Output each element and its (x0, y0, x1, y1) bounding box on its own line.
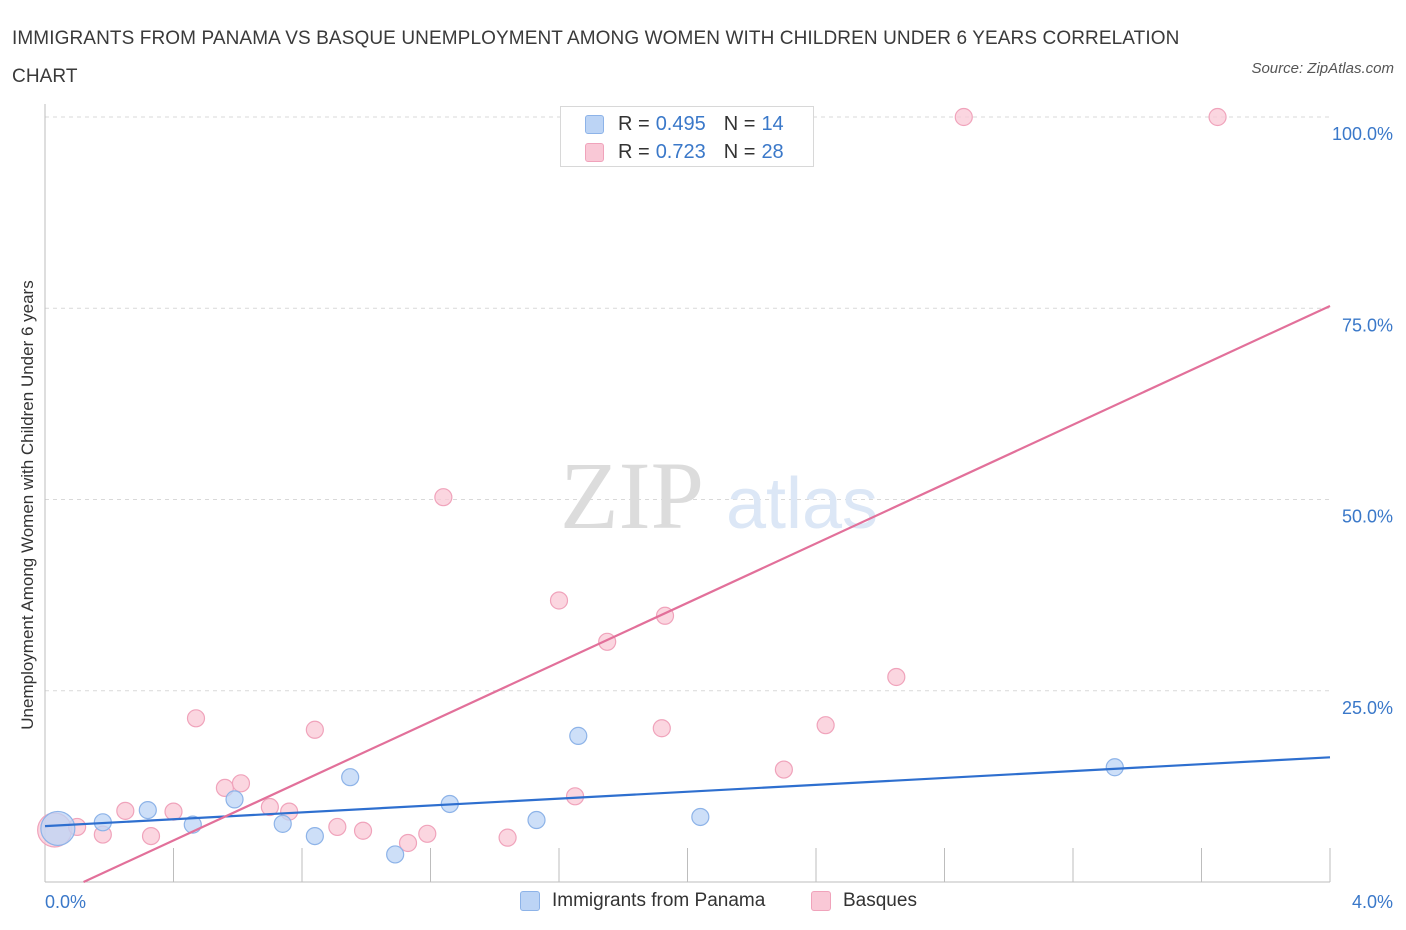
legend-label-panama: Immigrants from Panama (552, 890, 766, 911)
n-label: N = (723, 140, 756, 163)
n-value: 28 (761, 140, 784, 163)
panama-point (225, 790, 244, 809)
watermark-zip: ZIP (560, 442, 704, 549)
data-points (37, 107, 1227, 864)
legend-row-basques: R = 0.723 N = 28 (585, 138, 784, 166)
trend-lines (44, 304, 1331, 883)
basque-point (652, 719, 671, 738)
watermark: ZIP atlas (560, 442, 878, 549)
chart-title: IMMIGRANTS FROM PANAMA VS BASQUE UNEMPLO… (12, 28, 1180, 87)
legend-row-panama: R = 0.495 N = 14 (585, 110, 784, 138)
basque-point (116, 801, 135, 820)
basque-point (549, 591, 569, 610)
axes (44, 104, 1331, 883)
y-tick-label-25: 25.0% (1342, 698, 1393, 718)
watermark-atlas: atlas (726, 464, 878, 544)
y-tick-label-75: 75.0% (1342, 315, 1393, 335)
panama-point (691, 807, 710, 827)
legend-item-basques[interactable]: Basques (811, 890, 917, 912)
correlation-legend: R = 0.495 N = 14 R = 0.723 N = 28 (560, 106, 814, 167)
n-value: 14 (761, 112, 784, 135)
x-tick-label-max: 4.0% (1352, 892, 1393, 912)
basque-point (398, 833, 418, 853)
basque-point (231, 774, 251, 793)
r-label: R = (618, 112, 650, 135)
basque-point (353, 821, 373, 840)
basque-point (260, 797, 279, 817)
basque-point (434, 488, 453, 507)
basque-point (1208, 107, 1227, 127)
panama-point (569, 726, 588, 745)
basque-point (141, 826, 161, 846)
y-tick-label-100: 100.0% (1332, 124, 1393, 144)
series-legend: Immigrants from Panama Basques (0, 890, 1406, 914)
basque-trend-line (83, 304, 1331, 883)
r-label: R = (618, 140, 650, 163)
y-tick-label-50: 50.0% (1342, 507, 1393, 527)
x-tick-label-min: 0.0% (45, 892, 86, 912)
basque-point (305, 720, 324, 739)
tick-labels: 25.0% 50.0% 75.0% 100.0% 0.0% 4.0% (45, 124, 1393, 912)
basque-point (498, 828, 517, 847)
panama-point (273, 814, 292, 833)
basque-point (328, 817, 347, 837)
gridlines (45, 116, 1330, 692)
panama-point (1105, 758, 1124, 777)
panama-point (341, 768, 360, 787)
panama-swatch (520, 891, 540, 911)
source-credit: Source: ZipAtlas.com (1251, 60, 1394, 77)
r-value: 0.495 (655, 112, 706, 135)
basque-point (887, 667, 906, 687)
basque-point (774, 760, 793, 779)
panama-swatch (585, 114, 604, 134)
basque-point (565, 787, 585, 806)
basque-point (816, 716, 835, 735)
legend-item-panama[interactable]: Immigrants from Panama (520, 890, 765, 912)
panama-trend-line (44, 756, 1331, 828)
basque-point (164, 802, 183, 821)
panama-point (138, 800, 157, 820)
panama-point (40, 810, 76, 847)
r-value: 0.723 (655, 140, 706, 163)
panama-point (527, 810, 546, 830)
basque-point (186, 709, 206, 728)
panama-point (305, 826, 324, 846)
n-label: N = (723, 112, 756, 135)
basques-swatch (811, 891, 831, 911)
panama-point (386, 845, 405, 864)
basques-swatch (585, 142, 604, 162)
legend-label-basques: Basques (843, 890, 917, 911)
basque-point (418, 824, 437, 843)
basque-point (954, 107, 973, 127)
